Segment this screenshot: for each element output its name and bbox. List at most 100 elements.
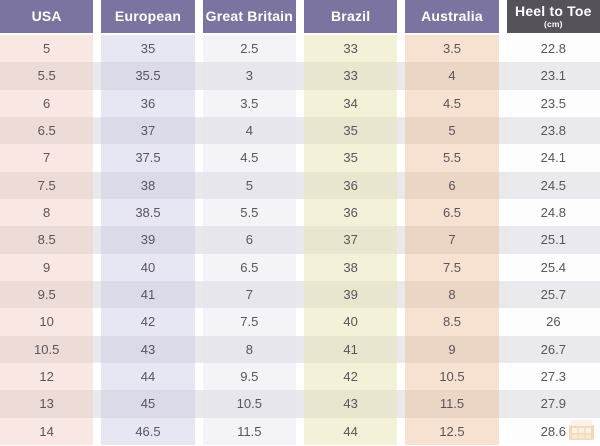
cell-usa: 10.5 <box>0 335 94 363</box>
cell-european: 40 <box>101 253 195 281</box>
cell-heel-to-toe: 28.6 <box>506 417 600 445</box>
cell-usa: 7.5 <box>0 171 94 199</box>
table-row: 5 35 2.5 33 3.5 22.8 <box>0 35 600 63</box>
table-row: 6.5 37 4 35 5 23.8 <box>0 116 600 145</box>
column-header-label: European <box>114 8 182 25</box>
cell-great-britain: 4.5 <box>202 144 296 172</box>
cell-australia: 9 <box>405 335 499 363</box>
cell-usa: 6 <box>0 89 94 117</box>
cell-european: 41 <box>101 280 195 309</box>
cell-european: 42 <box>101 308 195 336</box>
cell-australia: 7.5 <box>405 253 499 281</box>
column-header-brazil: Brazil <box>304 0 398 33</box>
cell-heel-to-toe: 24.5 <box>506 171 600 199</box>
cell-usa: 6.5 <box>0 116 94 145</box>
cell-brazil: 40 <box>304 308 398 336</box>
cell-great-britain: 9.5 <box>202 362 296 391</box>
cell-usa: 8.5 <box>0 226 94 254</box>
table-row: 8 38.5 5.5 36 6.5 24.8 <box>0 198 600 227</box>
cell-brazil: 34 <box>304 89 398 117</box>
cell-brazil: 35 <box>304 116 398 145</box>
column-header-heel-to-toe: Heel to Toe (cm) <box>506 0 600 33</box>
table-row: 14 46.5 11.5 44 12.5 28.6 <box>0 417 600 445</box>
cell-brazil: 39 <box>304 280 398 309</box>
cell-great-britain: 2.5 <box>202 35 296 63</box>
cell-heel-to-toe: 26.7 <box>506 335 600 363</box>
cell-heel-to-toe: 23.5 <box>506 89 600 117</box>
cell-usa: 9 <box>0 253 94 281</box>
cell-usa: 9.5 <box>0 280 94 309</box>
cell-european: 45 <box>101 390 195 418</box>
cell-australia: 8.5 <box>405 308 499 336</box>
table-row: 13 45 10.5 43 11.5 27.9 <box>0 390 600 418</box>
column-header-label: Heel to Toe <box>515 3 592 20</box>
cell-australia: 11.5 <box>405 390 499 418</box>
cell-brazil: 36 <box>304 198 398 227</box>
cell-australia: 6 <box>405 171 499 199</box>
cell-great-britain: 4 <box>202 116 296 145</box>
cell-great-britain: 5.5 <box>202 198 296 227</box>
cell-usa: 8 <box>0 198 94 227</box>
cell-australia: 5.5 <box>405 144 499 172</box>
cell-brazil: 44 <box>304 417 398 445</box>
cell-brazil: 41 <box>304 335 398 363</box>
cell-european: 38 <box>101 171 195 199</box>
cell-brazil: 33 <box>304 35 398 63</box>
cell-brazil: 33 <box>304 62 398 90</box>
cell-european: 43 <box>101 335 195 363</box>
table-row: 12 44 9.5 42 10.5 27.3 <box>0 362 600 391</box>
cell-usa: 14 <box>0 417 94 445</box>
cell-usa: 10 <box>0 308 94 336</box>
cell-great-britain: 3.5 <box>202 89 296 117</box>
cell-brazil: 43 <box>304 390 398 418</box>
table-row: 6 36 3.5 34 4.5 23.5 <box>0 89 600 117</box>
cell-australia: 7 <box>405 226 499 254</box>
table-row: 9.5 41 7 39 8 25.7 <box>0 280 600 309</box>
cell-great-britain: 6 <box>202 226 296 254</box>
table-row: 5.5 35.5 3 33 4 23.1 <box>0 62 600 90</box>
cell-heel-to-toe: 23.1 <box>506 62 600 90</box>
cell-usa: 12 <box>0 362 94 391</box>
cell-heel-to-toe: 23.8 <box>506 116 600 145</box>
cell-european: 37 <box>101 116 195 145</box>
table-row: 7.5 38 5 36 6 24.5 <box>0 171 600 199</box>
table-row: 10 42 7.5 40 8.5 26 <box>0 308 600 336</box>
cell-european: 35.5 <box>101 62 195 90</box>
cell-heel-to-toe: 27.9 <box>506 390 600 418</box>
table-row: 10.5 43 8 41 9 26.7 <box>0 335 600 363</box>
cell-heel-to-toe: 24.1 <box>506 144 600 172</box>
cell-european: 46.5 <box>101 417 195 445</box>
cell-european: 39 <box>101 226 195 254</box>
cell-heel-to-toe: 25.4 <box>506 253 600 281</box>
column-header-label: USA <box>31 8 62 25</box>
column-header-label: Great Britain <box>205 8 294 25</box>
cell-brazil: 35 <box>304 144 398 172</box>
cell-usa: 13 <box>0 390 94 418</box>
cell-european: 36 <box>101 89 195 117</box>
cell-heel-to-toe: 27.3 <box>506 362 600 391</box>
column-header-european: European <box>101 0 195 33</box>
cell-australia: 10.5 <box>405 362 499 391</box>
cell-australia: 5 <box>405 116 499 145</box>
cell-australia: 3.5 <box>405 35 499 63</box>
column-header-great-britain: Great Britain <box>202 0 296 33</box>
table-body: 5 35 2.5 33 3.5 22.8 5.5 35.5 3 33 4 23.1 6 36 3.5 34 4.… <box>0 35 600 445</box>
cell-great-britain: 8 <box>202 335 296 363</box>
table-row: 8.5 39 6 37 7 25.1 <box>0 226 600 254</box>
cell-great-britain: 3 <box>202 62 296 90</box>
cell-australia: 4.5 <box>405 89 499 117</box>
cell-brazil: 38 <box>304 253 398 281</box>
cell-brazil: 42 <box>304 362 398 391</box>
cell-great-britain: 7.5 <box>202 308 296 336</box>
cell-great-britain: 6.5 <box>202 253 296 281</box>
column-header-label: Australia <box>421 8 483 25</box>
cell-usa: 5 <box>0 35 94 63</box>
cell-usa: 7 <box>0 144 94 172</box>
cell-heel-to-toe: 25.7 <box>506 280 600 309</box>
cell-brazil: 37 <box>304 226 398 254</box>
column-header-label: Brazil <box>331 8 371 25</box>
table-row: 9 40 6.5 38 7.5 25.4 <box>0 253 600 281</box>
cell-great-britain: 7 <box>202 280 296 309</box>
cell-great-britain: 5 <box>202 171 296 199</box>
cell-australia: 12.5 <box>405 417 499 445</box>
